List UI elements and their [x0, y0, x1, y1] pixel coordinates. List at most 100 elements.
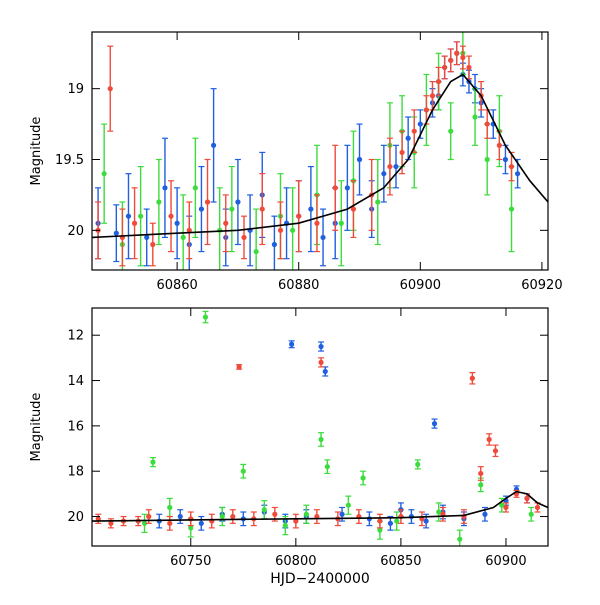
- bottom-data-point: [345, 502, 351, 508]
- top-data-point: [454, 50, 460, 56]
- top-x-tick-label: 60860: [156, 278, 197, 293]
- bottom-data-point: [528, 511, 534, 517]
- top-data-point: [442, 64, 448, 71]
- bottom-data-point: [198, 520, 204, 526]
- top-data-point: [405, 135, 411, 141]
- bottom-y-tick-label: 20: [67, 510, 84, 525]
- top-data-point: [192, 185, 198, 191]
- bottom-data-point: [499, 502, 505, 508]
- top-x-tick-label: 60920: [521, 278, 562, 293]
- bottom-data-point: [415, 461, 421, 467]
- top-data-point: [466, 64, 472, 71]
- top-data-point: [235, 199, 241, 205]
- bottom-data-point: [146, 513, 152, 520]
- top-data-point: [113, 230, 119, 236]
- bottom-data-point: [431, 421, 438, 427]
- top-data-point: [515, 171, 521, 177]
- top-data-point: [138, 213, 144, 219]
- bottom-y-tick-label: 16: [67, 419, 84, 434]
- top-data-point: [356, 156, 363, 163]
- top-data-point: [296, 213, 302, 219]
- bottom-y-tick-label: 18: [67, 465, 84, 480]
- top-data-point: [223, 220, 229, 226]
- bottom-data-area: [92, 310, 548, 546]
- top-panel: 60860 60880 60900 60920 19 19.5 20 Magnitude: [29, 31, 563, 293]
- bottom-data-point: [469, 375, 475, 381]
- bottom-y-tick-label: 14: [67, 374, 84, 389]
- top-y-tick-label: 19.5: [55, 153, 84, 168]
- bottom-data-point: [492, 448, 499, 454]
- top-data-point: [125, 213, 132, 219]
- bottom-data-point: [318, 436, 324, 443]
- bottom-data-point: [482, 511, 488, 517]
- top-data-point: [290, 227, 296, 233]
- bottom-y-axis-label: Magnitude: [29, 393, 44, 462]
- bottom-data-point: [318, 343, 324, 350]
- bottom-data-point: [524, 495, 530, 501]
- top-x-tick-label: 60900: [400, 278, 441, 293]
- top-data-point: [253, 248, 259, 255]
- top-data-point: [508, 206, 515, 212]
- bottom-panel: 60750 60800 60850 60900 12 14 16 18 20 Magnitude H…: [29, 307, 549, 587]
- bottom-data-point: [534, 504, 541, 511]
- top-data-point: [387, 163, 393, 170]
- bottom-data-point: [150, 459, 156, 465]
- bottom-data-point: [230, 513, 236, 520]
- bottom-data-point: [293, 518, 299, 524]
- bottom-x-axis-label: HJD−2400000: [270, 571, 370, 587]
- bottom-data-point: [377, 518, 383, 524]
- bottom-data-point: [377, 527, 383, 533]
- top-data-point: [101, 171, 107, 177]
- bottom-data-point: [478, 470, 484, 477]
- bottom-data-point: [219, 513, 225, 520]
- top-data-point: [423, 107, 429, 113]
- top-x-tick-label: 60880: [278, 278, 319, 293]
- top-data-point: [156, 199, 162, 205]
- bottom-data-point: [272, 511, 278, 517]
- top-data-point: [271, 241, 277, 248]
- bottom-data-point: [108, 520, 114, 526]
- top-data-point: [168, 213, 174, 219]
- bottom-data-point: [457, 536, 463, 542]
- bottom-data-point: [394, 518, 400, 524]
- top-data-point: [381, 171, 387, 177]
- bottom-data-point: [289, 341, 295, 347]
- top-y-tick-label: 20: [67, 224, 84, 239]
- bottom-plot-frame: [91, 307, 549, 547]
- bottom-data-point: [318, 359, 324, 365]
- top-data-point: [308, 206, 314, 212]
- top-data-area: [92, 32, 548, 270]
- top-data-point: [472, 114, 478, 120]
- top-data-point: [107, 86, 113, 92]
- top-data-point: [229, 206, 235, 212]
- bottom-data-point: [177, 513, 183, 520]
- top-data-point: [259, 206, 265, 212]
- bottom-data-point: [95, 516, 101, 522]
- top-data-point: [429, 93, 436, 99]
- top-data-point: [496, 142, 502, 148]
- bottom-data-point: [387, 520, 393, 526]
- bottom-x-tick-label: 60800: [275, 554, 316, 569]
- bottom-model-curve: [92, 490, 548, 522]
- top-data-point: [144, 234, 150, 241]
- top-data-point: [314, 220, 320, 226]
- top-data-point: [350, 206, 357, 212]
- bottom-data-point: [236, 364, 242, 370]
- top-data-point: [186, 227, 192, 233]
- top-data-point: [211, 142, 217, 148]
- bottom-series-3: [95, 357, 541, 531]
- bottom-data-point: [240, 468, 246, 474]
- top-data-point: [320, 234, 326, 241]
- top-data-point: [411, 128, 417, 134]
- top-data-point: [180, 234, 186, 241]
- top-data-point: [204, 199, 211, 205]
- bottom-data-point: [322, 368, 328, 375]
- bottom-y-tick-label: 12: [67, 329, 84, 344]
- top-data-point: [241, 234, 247, 241]
- bottom-data-point: [486, 436, 492, 443]
- top-model-curve: [92, 73, 548, 239]
- top-data-point: [502, 156, 509, 163]
- top-data-point: [332, 185, 338, 191]
- bottom-series-1: [156, 340, 530, 531]
- top-data-point: [150, 241, 156, 248]
